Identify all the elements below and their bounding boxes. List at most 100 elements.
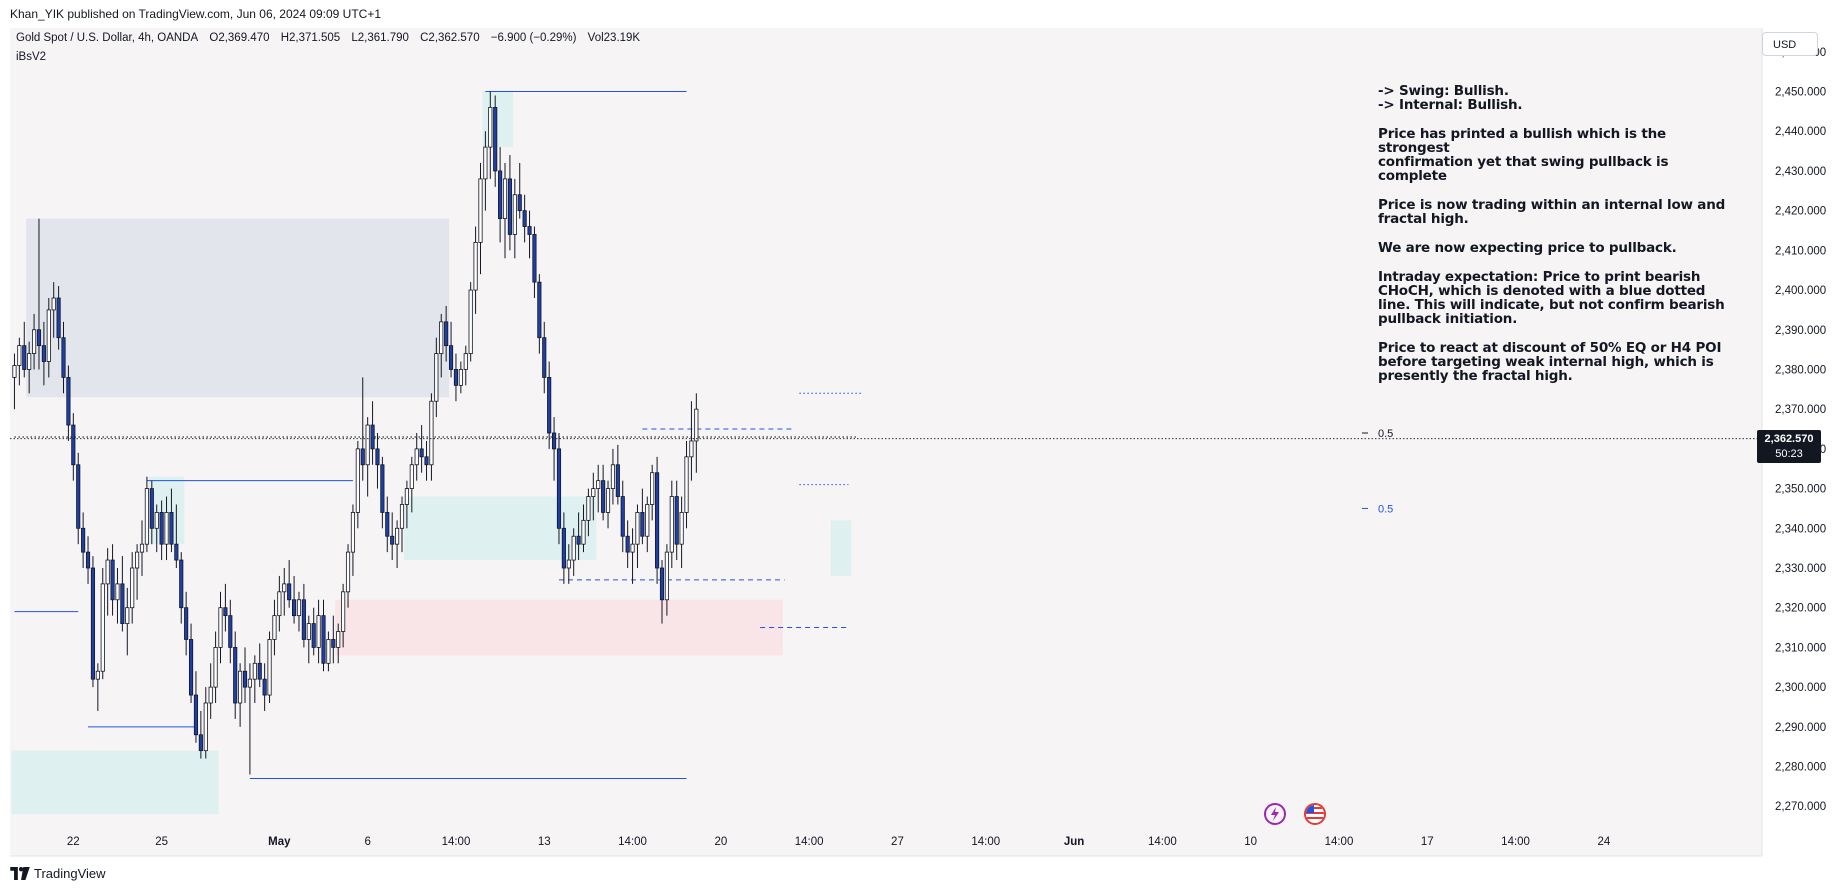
y-tick-label: 2,330.000 (1775, 563, 1826, 575)
candle-up (635, 512, 640, 545)
candle-down (90, 567, 96, 680)
symbol-name[interactable]: Gold Spot / U.S. Dollar, 4h, OANDA (16, 32, 199, 44)
candle-up (395, 527, 400, 545)
candle-down (184, 607, 189, 640)
candle-up (409, 464, 414, 489)
indicator-name[interactable]: iBsV2 (16, 51, 47, 63)
y-tick-label: 2,450.000 (1775, 87, 1826, 99)
candle-up (164, 512, 169, 545)
candle-up (488, 107, 493, 148)
candle-up (468, 289, 473, 354)
candle-up (596, 480, 601, 489)
candle-down (292, 599, 297, 617)
y-tick-label: 2,400.000 (1775, 285, 1826, 297)
candle-up (267, 639, 272, 696)
candle-up (144, 488, 149, 545)
candle-up (341, 591, 346, 632)
candle-down (601, 480, 606, 513)
candle-up (571, 535, 576, 561)
y-tick-label: 2,300.000 (1775, 682, 1826, 694)
bar-countdown: 50:23 (1775, 448, 1803, 460)
candle-up (336, 631, 341, 648)
candle-up (404, 488, 409, 505)
candle-up (326, 639, 331, 664)
volume-value: Vol23.19K (587, 32, 641, 44)
candle-up (473, 242, 478, 291)
x-tick-label: 13 (538, 836, 551, 848)
candle-down (188, 639, 194, 696)
candle-up (679, 512, 684, 545)
tradingview-logo-icon (10, 867, 30, 880)
candle-down (321, 615, 326, 664)
candle-up (605, 488, 611, 513)
candle-up (463, 353, 468, 370)
candle-up (478, 178, 483, 243)
candle-down (228, 615, 233, 648)
candle-down (380, 464, 385, 513)
candle-up (630, 543, 635, 553)
candle-down (674, 496, 679, 545)
candle-down (655, 472, 660, 569)
candle-up (95, 670, 100, 680)
zone-2 (403, 496, 597, 561)
candle-up (650, 472, 655, 505)
candle-down (81, 527, 86, 553)
y-tick-label: 2,340.000 (1775, 523, 1826, 535)
plot-background (10, 28, 1762, 856)
current-price-label: 2,362.570 (1764, 433, 1814, 445)
candle-up (296, 599, 302, 617)
candle-up (591, 488, 596, 497)
candle-down (85, 551, 91, 569)
candle-down (527, 226, 532, 235)
candle-up (105, 559, 110, 585)
footer-brand: TradingView (10, 866, 106, 881)
y-tick-label: 2,420.000 (1775, 206, 1826, 218)
y-tick-label: 2,350.000 (1775, 484, 1826, 496)
candle-down (331, 639, 336, 648)
candle-down (556, 448, 562, 529)
candle-up (664, 551, 669, 601)
candle-down (71, 424, 76, 466)
level-label-0: 0.5 (1378, 428, 1393, 440)
candle-up (17, 345, 22, 366)
y-tick-label: 2,440.000 (1775, 126, 1826, 138)
note-target: Price to react at discount of 50% EQ or … (1378, 340, 1722, 384)
candle-down (41, 345, 46, 362)
candle-down (561, 527, 566, 569)
x-tick-label: Jun (1064, 836, 1084, 848)
candle-up (277, 591, 282, 617)
candle-up (502, 178, 508, 219)
ohlc-high: H2,371.505 (280, 32, 341, 44)
candle-up (252, 662, 257, 680)
candle-down (159, 512, 164, 545)
candle-up (208, 686, 213, 704)
flash-icon[interactable] (1264, 803, 1286, 825)
candle-up (130, 567, 135, 609)
candle-up (645, 504, 650, 537)
candle-down (552, 432, 557, 450)
candle-down (76, 464, 81, 529)
candle-down (120, 583, 125, 624)
x-tick-label: 25 (155, 836, 168, 848)
ohlc-open: O2,369.470 (209, 32, 270, 44)
candle-down (36, 329, 42, 347)
x-tick-label: 14:00 (795, 836, 824, 848)
candle-up (203, 702, 208, 752)
candle-up (46, 309, 51, 362)
us-flag-icon[interactable] (1304, 803, 1326, 825)
candle-down (537, 281, 542, 339)
candle-up (125, 607, 130, 624)
candle-up (566, 559, 571, 569)
candle-down (56, 297, 61, 339)
candle-up (32, 329, 37, 354)
zone-3 (11, 750, 219, 815)
zone-5 (482, 91, 513, 148)
currency-selector[interactable]: USD (1762, 32, 1818, 56)
candle-up (684, 456, 689, 513)
candle-down (174, 543, 179, 561)
candle-down (424, 456, 429, 466)
price-change: −6.900 (−0.29%) (490, 32, 577, 44)
candle-down (493, 107, 498, 172)
candle-down (659, 567, 665, 601)
